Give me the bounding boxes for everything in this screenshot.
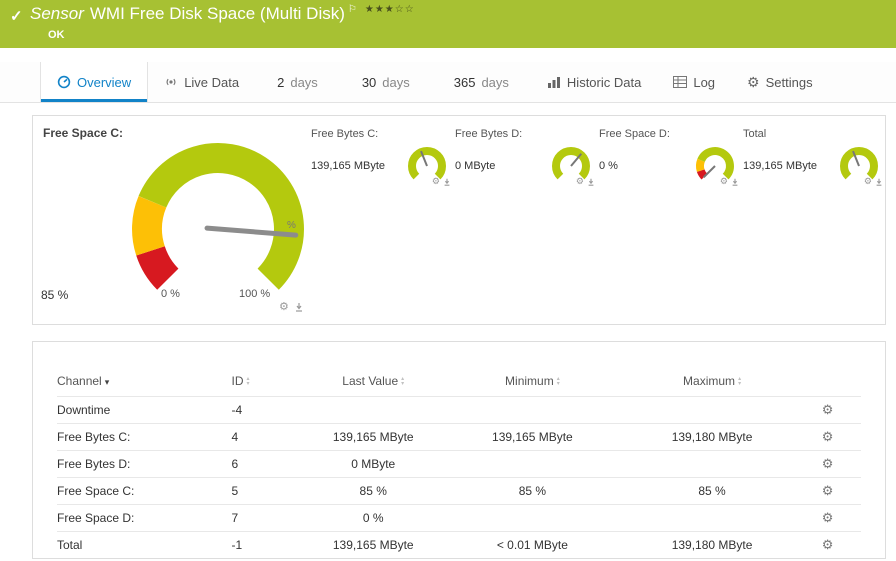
priority-flag-icon[interactable]: ⚐ [347, 4, 357, 15]
column-header-id[interactable]: ID ▴ ▾ [231, 374, 250, 388]
tab-label: Overview [77, 74, 132, 90]
channels-table: Channel ▾ ID ▴ ▾ Last Value ▴ ▾ Minimum ▴ ▾ Max… [57, 370, 861, 559]
channel-settings-icon[interactable]: ⚙ [821, 402, 834, 417]
sort-icon: ▴ ▾ [246, 375, 250, 387]
gauge-title: Free Bytes C: [311, 128, 379, 140]
tab-bar: Overview Live Data 2 days 30 days 365 da… [0, 62, 896, 103]
gauge-max-label: 100 % [239, 288, 271, 300]
table-row: Free Bytes D: 6 0 MByte ⚙ [57, 450, 861, 478]
download-icon[interactable] [587, 178, 595, 186]
gauges-panel: Free Space C: 85 % 0 % 100 % % ⚙ Free By… [32, 115, 886, 325]
tab-30-days[interactable]: 30 days [340, 62, 432, 102]
channel-name: Downtime [57, 396, 232, 424]
gauge-title: Free Space D: [599, 128, 670, 140]
bar-chart-icon [547, 76, 560, 88]
log-list-icon [673, 76, 688, 88]
tab-label: Live Data [184, 74, 240, 90]
gauge-value: 139,165 MByte [743, 160, 817, 172]
gauge-value: 0 MByte [455, 160, 496, 172]
gauge-settings-icon[interactable]: ⚙ [719, 176, 728, 186]
tab-label: Historic Data [566, 74, 642, 90]
tab-label: days [481, 74, 509, 90]
channel-name: Free Space D: [57, 504, 232, 532]
tab-365-days[interactable]: 365 days [432, 62, 531, 102]
tab-number: 365 [453, 74, 476, 90]
tab-historic-data[interactable]: Historic Data [531, 62, 657, 102]
page-title: WMI Free Disk Space (Multi Disk) [89, 4, 345, 23]
gauge-value: 0 % [599, 160, 618, 172]
download-icon[interactable] [294, 302, 304, 312]
status-badge: OK [48, 29, 65, 41]
table-row: Free Space D: 7 0 % ⚙ [57, 504, 861, 532]
gauge-settings-icon[interactable]: ⚙ [279, 301, 289, 313]
channel-name: Total [57, 531, 232, 559]
gauge-value: 139,165 MByte [311, 160, 385, 172]
mini-gauge-total: Total 139,165 MByte ⚙ [743, 128, 883, 188]
download-icon[interactable] [875, 178, 883, 186]
channel-name: Free Space C: [57, 477, 232, 505]
sort-icon: ▴ ▾ [401, 375, 405, 387]
status-check-icon: ✓ [10, 8, 23, 25]
gauge-settings-icon[interactable]: ⚙ [431, 176, 440, 186]
tab-log[interactable]: Log [657, 62, 731, 102]
gauge-title: Free Bytes D: [455, 128, 523, 140]
gauge-settings-icon[interactable]: ⚙ [863, 176, 872, 186]
channel-settings-icon[interactable]: ⚙ [821, 537, 834, 553]
sort-icon: ▴ ▾ [556, 375, 560, 387]
overview-gauge-icon [57, 75, 71, 89]
gauge-settings-icon[interactable]: ⚙ [575, 176, 584, 186]
channels-panel: Channel ▾ ID ▴ ▾ Last Value ▴ ▾ Minimum ▴ ▾ Max… [32, 341, 886, 559]
mini-gauge [695, 147, 734, 180]
table-row: Free Bytes C: 4 139,165 MByte 139,165 MB… [57, 423, 861, 451]
gauge-needle [204, 225, 299, 238]
sensor-header: ✓ Sensor WMI Free Disk Space (Multi Disk)… [0, 0, 896, 48]
tab-2-days[interactable]: 2 days [255, 62, 340, 102]
tab-settings[interactable]: ⚙ Settings [731, 62, 829, 102]
download-icon[interactable] [443, 178, 451, 186]
priority-stars[interactable]: ★★★☆☆ [364, 4, 415, 15]
free-space-c-gauge [132, 143, 304, 290]
mini-gauge [408, 147, 446, 180]
tab-label: days [382, 74, 410, 90]
column-header-last-value[interactable]: Last Value ▴ ▾ [342, 374, 405, 388]
tab-label: days [290, 74, 318, 90]
gear-icon: ⚙ [747, 73, 760, 90]
tab-overview[interactable]: Overview [40, 62, 149, 102]
channel-settings-icon[interactable]: ⚙ [821, 429, 834, 444]
channel-name: Free Bytes D: [57, 450, 232, 478]
sort-desc-icon: ▾ [104, 377, 110, 387]
mini-gauge [552, 147, 590, 180]
tab-number: 2 [277, 74, 285, 90]
channel-settings-icon[interactable]: ⚙ [821, 456, 834, 471]
gauge-min-label: 0 % [161, 288, 180, 300]
channel-settings-icon[interactable]: ⚙ [821, 510, 834, 525]
main-gauge-value: 85 % [41, 288, 69, 302]
gauge-unit-label: % [287, 220, 296, 231]
mini-gauge-free-bytes-d: Free Bytes D: 0 MByte ⚙ [455, 128, 595, 188]
channel-name: Free Bytes C: [57, 423, 232, 451]
mini-gauges-row: Free Bytes C: 139,165 MByte ⚙ Free Bytes… [311, 128, 883, 188]
tab-live-data[interactable]: Live Data [148, 62, 255, 102]
gauge-title: Total [743, 128, 767, 140]
mini-gauge [840, 147, 878, 180]
column-header-maximum[interactable]: Maximum ▴ ▾ [683, 374, 742, 388]
sort-icon: ▴ ▾ [738, 375, 742, 387]
mini-gauge-free-space-d: Free Space D: 0 % ⚙ [599, 128, 739, 188]
download-icon[interactable] [731, 178, 739, 186]
column-header-minimum[interactable]: Minimum ▴ ▾ [505, 374, 560, 388]
table-row: Free Space C: 5 85 % 85 % 85 % ⚙ [57, 477, 861, 505]
table-row: Downtime -4 ⚙ [57, 396, 861, 424]
table-row: Total -1 139,165 MByte < 0.01 MByte 139,… [57, 531, 861, 559]
column-header-channel[interactable]: Channel ▾ [57, 374, 110, 388]
sensor-type-label: Sensor [30, 4, 84, 23]
tab-number: 30 [361, 74, 377, 90]
live-data-broadcast-icon [166, 78, 176, 86]
tab-label: Log [693, 74, 716, 90]
tab-label: Settings [765, 74, 813, 90]
main-gauge-title: Free Space C: [43, 126, 124, 140]
mini-gauge-free-bytes-c: Free Bytes C: 139,165 MByte ⚙ [311, 128, 451, 188]
channel-settings-icon[interactable]: ⚙ [821, 483, 834, 498]
